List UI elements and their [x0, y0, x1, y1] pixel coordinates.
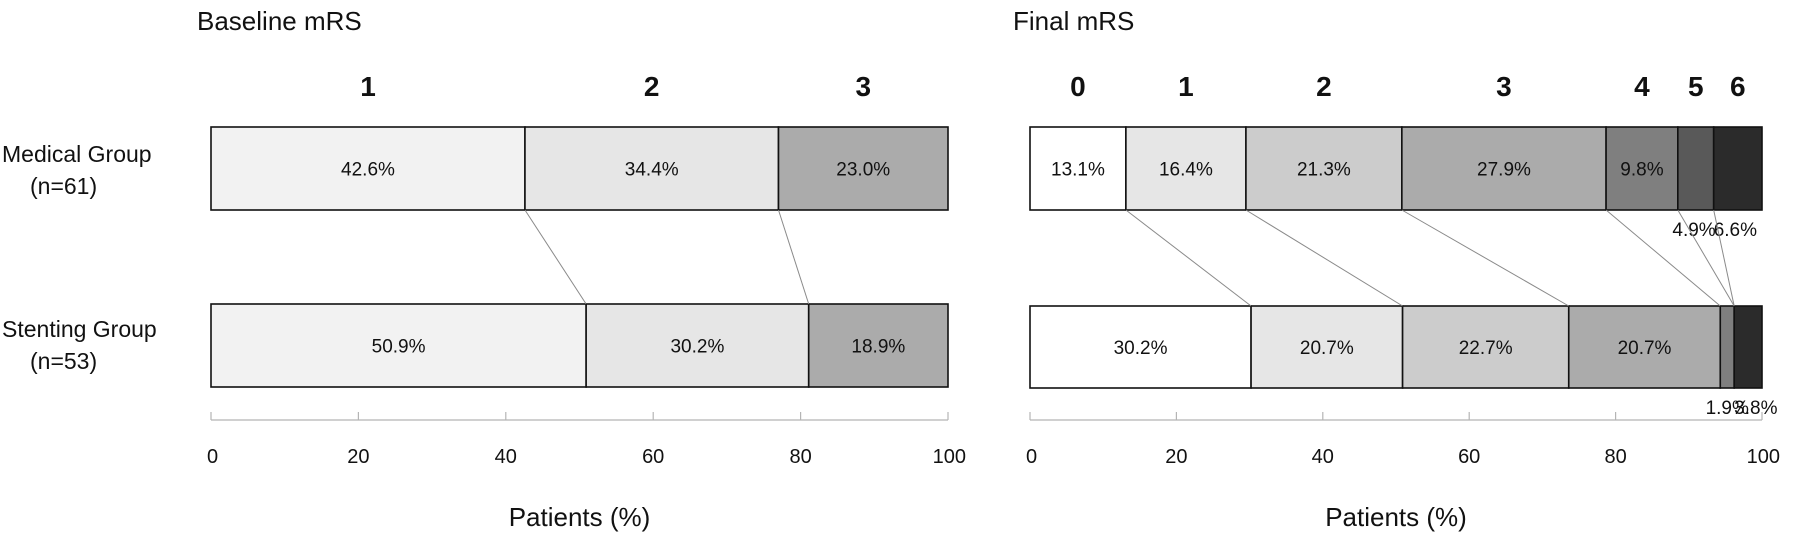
category-label-1-6: 6	[1730, 71, 1746, 102]
value-label-1-0-2: 21.3%	[1297, 160, 1351, 181]
x-tick-label-0-3: 60	[642, 446, 664, 468]
panel-title-1: Final mRS	[1013, 6, 1134, 36]
row-label-medical: Medical Group	[2, 141, 152, 167]
connector-line-1-6	[1713, 209, 1735, 307]
bar-segment-1-1-2	[1401, 305, 1570, 389]
x-axis-title-0: Patients (%)	[509, 502, 651, 532]
x-tick-label-1-1: 20	[1165, 446, 1187, 468]
x-tick-label-1-4: 80	[1604, 446, 1626, 468]
row-label-stenting: Stenting Group	[2, 316, 157, 342]
value-label-1-1-3: 20.7%	[1618, 338, 1672, 359]
x-tick-label-0-2: 40	[495, 446, 517, 468]
value-label-0-1-1: 30.2%	[670, 337, 724, 358]
x-tick-label-0-4: 80	[789, 446, 811, 468]
category-label-0-0: 1	[360, 71, 376, 102]
category-label-1-0: 0	[1070, 71, 1086, 102]
bar-segment-1-0-6	[1712, 126, 1763, 211]
connector-line-1-2	[1245, 209, 1403, 307]
x-tick-label-0-5: 100	[933, 446, 966, 468]
connector-line-1-1	[1125, 209, 1252, 307]
x-tick-label-1-5: 100	[1747, 446, 1780, 468]
category-label-0-2: 3	[855, 71, 871, 102]
row-n-stenting: (n=53)	[30, 348, 97, 374]
value-label-1-1-1: 20.7%	[1300, 338, 1354, 359]
bar-segment-1-1-4	[1719, 305, 1735, 389]
connector-line-0-2	[778, 209, 810, 305]
x-tick-label-1-3: 60	[1458, 446, 1480, 468]
x-tick-label-1-2: 40	[1312, 446, 1334, 468]
bar-segment-1-0-2	[1245, 126, 1403, 211]
value-label-1-0-6: 6.6%	[1714, 220, 1757, 241]
value-label-1-0-1: 16.4%	[1159, 160, 1213, 181]
value-label-0-1-2: 18.9%	[851, 337, 905, 358]
value-label-1-0-5: 4.9%	[1672, 220, 1715, 241]
bar-segment-0-1-1	[585, 303, 810, 388]
row-n-medical: (n=61)	[30, 173, 97, 199]
bar-segment-1-1-6	[1733, 305, 1763, 389]
connector-line-1-5	[1677, 209, 1735, 307]
value-label-1-0-4: 9.8%	[1620, 160, 1663, 181]
bar-segment-1-1-3	[1567, 305, 1722, 389]
value-label-1-1-2: 22.7%	[1459, 338, 1513, 359]
value-label-1-1-0: 30.2%	[1114, 338, 1168, 359]
category-label-1-5: 5	[1688, 71, 1704, 102]
bar-segment-0-1-2	[807, 303, 949, 388]
connector-line-1-3	[1401, 209, 1570, 307]
bar-segment-1-0-4	[1605, 126, 1679, 211]
x-axis-title-1: Patients (%)	[1325, 502, 1467, 532]
value-label-1-0-0: 13.1%	[1051, 160, 1105, 181]
value-label-1-0-3: 27.9%	[1477, 160, 1531, 181]
value-label-0-1-0: 50.9%	[372, 337, 426, 358]
category-label-1-3: 3	[1496, 71, 1512, 102]
bar-segment-1-0-5	[1677, 126, 1715, 211]
x-tick-label-1-0: 0	[1026, 446, 1037, 468]
value-label-1-1-4: 1.9%	[1706, 398, 1749, 419]
bar-segment-0-0-1	[524, 126, 780, 211]
category-label-1-1: 1	[1178, 71, 1194, 102]
connector-line-1-4	[1605, 209, 1721, 307]
value-label-1-1-6: 3.8%	[1734, 398, 1777, 419]
x-tick-label-0-0: 0	[207, 446, 218, 468]
bar-segment-0-0-0	[210, 126, 526, 211]
bar-segment-0-1-0	[210, 303, 587, 388]
panel-title-0: Baseline mRS	[197, 6, 362, 36]
value-label-0-0-0: 42.6%	[341, 160, 395, 181]
value-label-0-0-1: 34.4%	[625, 160, 679, 181]
category-label-1-2: 2	[1316, 71, 1332, 102]
connector-line-0-1	[524, 209, 587, 305]
bar-segment-0-0-2	[777, 126, 949, 211]
category-label-1-4: 4	[1634, 71, 1650, 102]
value-label-0-0-2: 23.0%	[836, 160, 890, 181]
bar-segment-1-1-0	[1029, 305, 1252, 389]
x-tick-label-0-1: 20	[347, 446, 369, 468]
category-label-0-1: 2	[644, 71, 660, 102]
